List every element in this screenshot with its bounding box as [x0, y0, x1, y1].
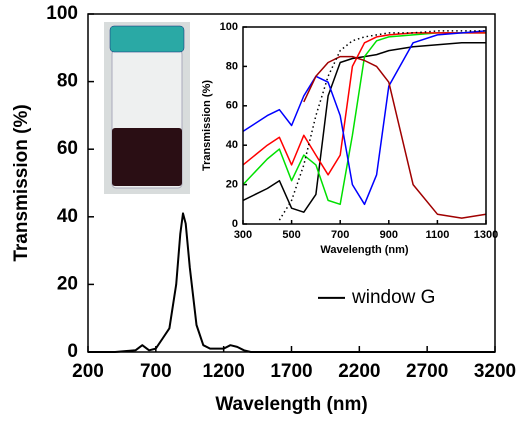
y-tick-label: 100 — [46, 3, 78, 24]
plot-frame — [242, 26, 487, 225]
x-tick-label: 700 — [331, 229, 349, 241]
series-line — [278, 30, 486, 221]
y-tick-label: 20 — [57, 273, 78, 294]
x-tick-label: 3200 — [474, 361, 516, 382]
x-tick-label: 700 — [140, 361, 172, 382]
vial-liquid — [112, 128, 182, 186]
x-tick-label: 200 — [72, 361, 104, 382]
x-axis-label: Wavelength (nm) — [320, 244, 409, 256]
x-tick-label: 1700 — [270, 361, 312, 382]
series-line — [242, 30, 487, 206]
x-tick-label: 2200 — [338, 361, 380, 382]
series-line — [303, 55, 487, 219]
vial-photo — [104, 22, 190, 194]
x-tick-label: 500 — [282, 229, 300, 241]
vial-cap — [109, 25, 185, 53]
x-tick-label: 900 — [380, 229, 398, 241]
y-tick-label: 80 — [226, 60, 238, 72]
legend-label: window G — [351, 287, 435, 308]
x-tick-label: 300 — [234, 229, 252, 241]
plot-frame — [87, 13, 496, 353]
y-axis-label: Transmission (%) — [201, 80, 213, 171]
x-tick-label: 1200 — [203, 361, 245, 382]
x-tick-label: 1100 — [425, 229, 449, 241]
y-tick-label: 100 — [220, 21, 238, 33]
y-tick-label: 60 — [57, 138, 78, 159]
y-tick-label: 0 — [232, 218, 238, 230]
series-line — [242, 42, 486, 213]
y-tick-label: 0 — [67, 341, 78, 362]
y-tick-label: 80 — [57, 71, 78, 92]
x-tick-label: 1300 — [474, 229, 498, 241]
y-axis-label: Transmission (%) — [11, 104, 32, 261]
x-axis-label: Wavelength (nm) — [215, 394, 367, 415]
x-tick-label: 2700 — [406, 361, 448, 382]
y-tick-label: 20 — [226, 179, 238, 191]
y-tick-label: 60 — [226, 100, 238, 112]
y-tick-label: 40 — [226, 139, 238, 151]
series-line — [88, 212, 495, 353]
series-line — [242, 32, 486, 176]
y-tick-label: 40 — [57, 206, 78, 227]
series-line — [242, 32, 486, 206]
